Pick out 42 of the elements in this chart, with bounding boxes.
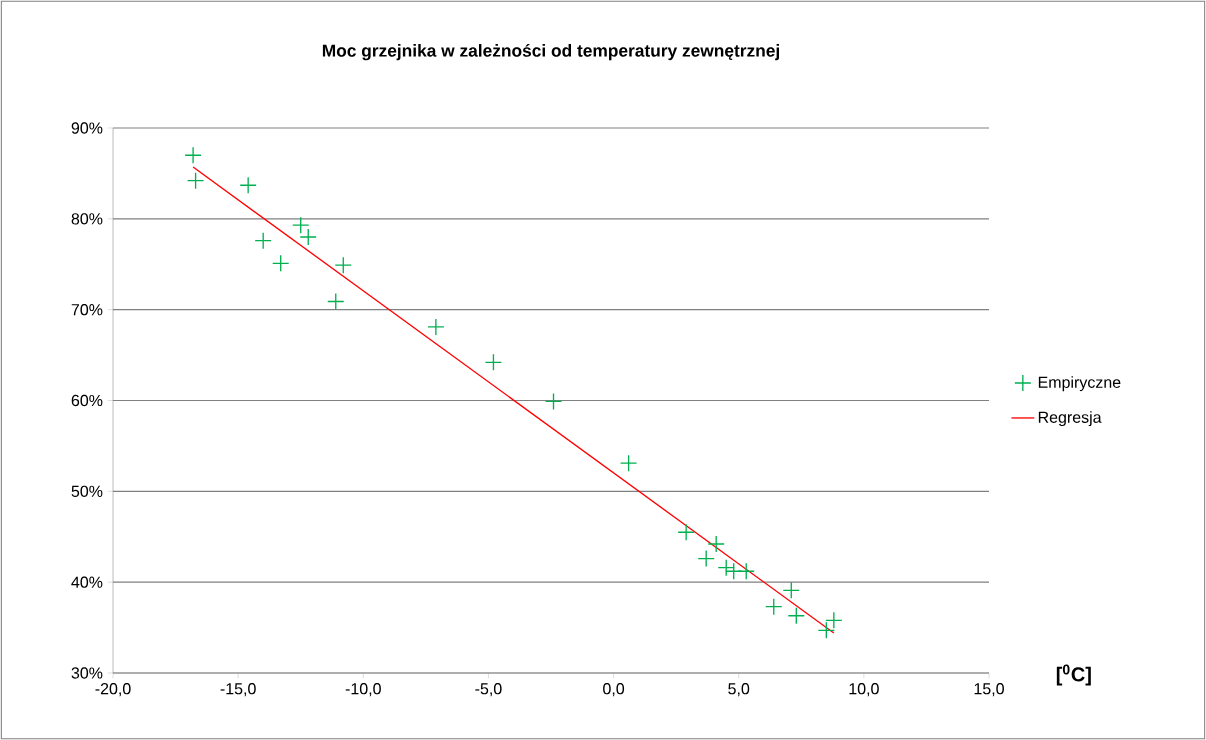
y-tick-label: 50% — [71, 485, 103, 497]
y-tick-label: 60% — [71, 394, 103, 407]
point — [484, 353, 503, 372]
y-tick-label: 70% — [71, 304, 103, 316]
point — [765, 598, 783, 616]
point — [254, 231, 272, 250]
legend-label: Regresja — [1038, 411, 1102, 427]
point — [427, 318, 445, 336]
point — [299, 228, 317, 246]
point — [787, 607, 805, 625]
x-tick-label: 0,0 — [603, 683, 625, 697]
point — [825, 611, 843, 629]
point — [619, 454, 638, 472]
x-tick-label: -5,0 — [475, 683, 502, 697]
point — [697, 549, 715, 568]
y-tick-label: 90% — [71, 122, 103, 134]
point — [292, 216, 310, 234]
point — [737, 562, 755, 580]
y-tick-label: 40% — [71, 576, 103, 588]
x-tick-label: -20,0 — [95, 683, 131, 697]
point — [817, 621, 835, 639]
y-tick-label: 30% — [71, 667, 103, 679]
point — [544, 392, 563, 411]
point — [782, 581, 800, 600]
chart-title: Moc grzejnika w zależności od temperatury zewnętrznej — [322, 43, 779, 61]
point — [272, 254, 290, 273]
x-tick-label: 5,0 — [728, 683, 750, 697]
point — [717, 558, 735, 577]
x-tick-label: -15,0 — [220, 683, 256, 697]
x-tick-label: 15,0 — [974, 683, 1004, 697]
x-tick-label: -10,0 — [345, 683, 381, 697]
point — [239, 176, 257, 194]
point — [334, 256, 352, 274]
x-axis-title: [$^{0}$C] — [1056, 664, 1091, 686]
point — [707, 535, 725, 553]
x-tick-label: 10,0 — [849, 683, 879, 697]
point — [677, 523, 695, 541]
legend-label: Empiryczne — [1038, 376, 1121, 392]
point — [184, 146, 202, 164]
y-tick-label: 80% — [71, 213, 103, 225]
point — [327, 292, 345, 311]
point — [186, 172, 205, 190]
